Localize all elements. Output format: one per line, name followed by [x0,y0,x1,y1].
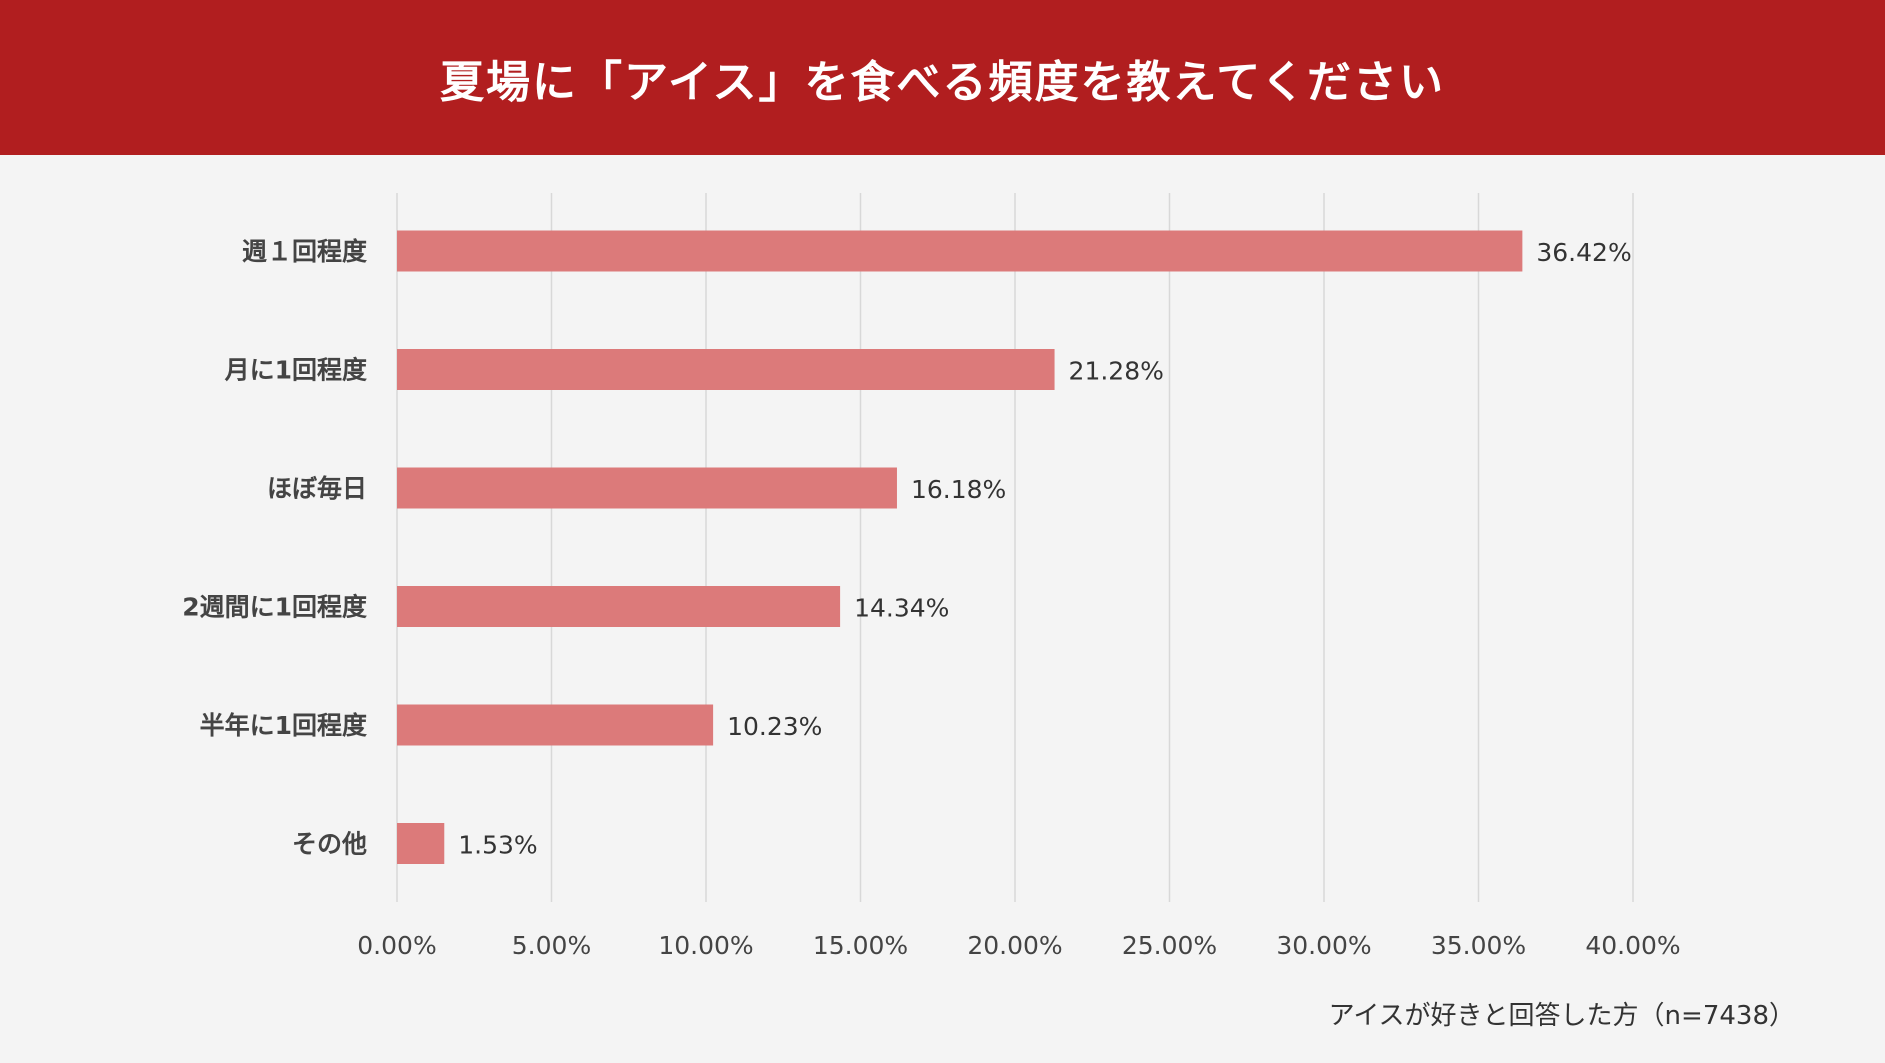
x-tick-label: 40.00% [1585,931,1680,960]
grid-lines [396,193,1634,902]
bar [397,467,897,509]
x-tick-label: 30.00% [1276,931,1371,960]
x-tick-label: 20.00% [967,931,1062,960]
data-label: 10.23% [727,712,822,741]
x-tick-label: 10.00% [658,931,753,960]
chart-header: 夏場に「アイス」を食べる頻度を教えてください [0,0,1885,155]
category-label: 週１回程度 [242,237,367,266]
chart-area: 0.00% 5.00% 10.00% 15.00% 20.00% 25.00% 30.00%… [0,155,1885,1059]
bar [397,349,1055,390]
x-tick-label: 0.00% [357,931,436,960]
bar [397,230,1523,272]
bar-chart: 0.00% 5.00% 10.00% 15.00% 20.00% 25.00% 30.00%… [182,193,1681,960]
data-label: 36.42% [1536,238,1631,267]
data-label: 14.34% [854,594,949,623]
data-label: 16.18% [911,475,1006,504]
x-tick-label: 15.00% [813,931,908,960]
category-label: 半年に1回程度 [200,711,367,740]
bar [397,704,714,746]
category-label: ほぼ毎日 [267,474,367,503]
category-label: 2週間に1回程度 [182,593,367,622]
labels: 0.00% 5.00% 10.00% 15.00% 20.00% 25.00% 30.00%… [182,237,1680,960]
x-tick-label: 35.00% [1431,931,1526,960]
chart-title: 夏場に「アイス」を食べる頻度を教えてください [440,56,1445,108]
bar [397,586,841,627]
x-tick-label: 25.00% [1122,931,1217,960]
category-label: その他 [292,830,367,859]
bars [397,230,1523,864]
x-tick-label: 5.00% [512,931,591,960]
data-label: 21.28% [1069,357,1164,386]
category-label: 月に1回程度 [224,356,367,385]
data-label: 1.53% [458,831,537,860]
bar [397,823,445,864]
sample-note: アイスが好きと回答した方（n=7438） [1328,1001,1795,1031]
